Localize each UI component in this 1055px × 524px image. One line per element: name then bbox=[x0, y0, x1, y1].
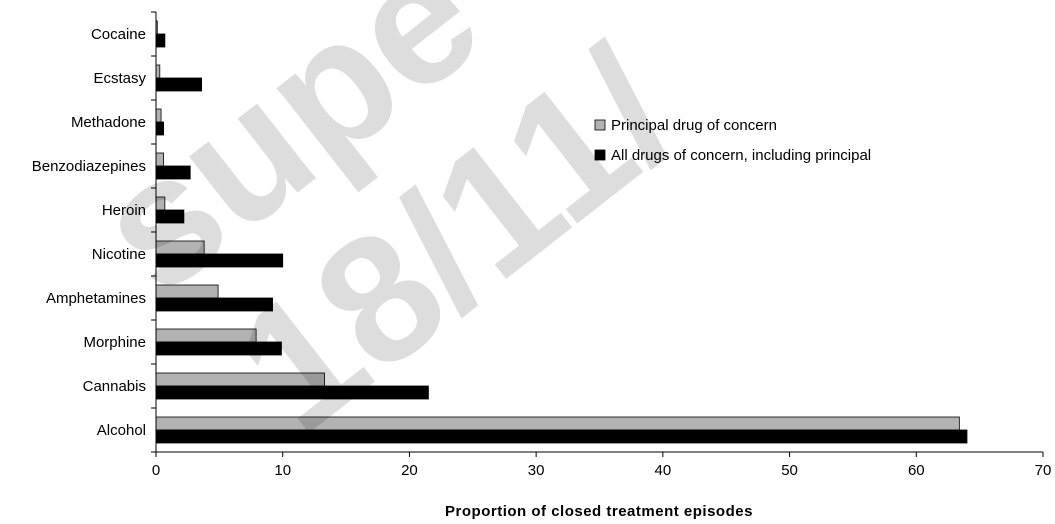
y-tick-label: Morphine bbox=[83, 334, 146, 351]
y-tick-label: Amphetamines bbox=[46, 290, 146, 307]
x-tick-label: 20 bbox=[401, 462, 418, 479]
x-tick-label: 50 bbox=[781, 462, 798, 479]
y-tick-label: Cocaine bbox=[91, 26, 146, 43]
x-tick-label: 10 bbox=[274, 462, 291, 479]
y-tick-label: Heroin bbox=[102, 202, 146, 219]
x-axis-label: Proportion of closed treatment episodes bbox=[445, 503, 753, 520]
x-ticks-layer: 0 10 20 30 40 50 60 70 bbox=[152, 452, 1052, 479]
x-tick-label: 70 bbox=[1035, 462, 1052, 479]
y-tick-label: Ecstasy bbox=[93, 70, 146, 87]
x-tick-label: 40 bbox=[655, 462, 672, 479]
legend-label: Principal drug of concern bbox=[611, 117, 777, 134]
bar-all-drugs bbox=[155, 429, 968, 444]
legend-swatch bbox=[594, 149, 606, 161]
y-tick-label: Cannabis bbox=[83, 378, 146, 395]
y-tick-label: Alcohol bbox=[97, 422, 146, 439]
bar-principal bbox=[155, 416, 960, 431]
x-tick-label: 30 bbox=[528, 462, 545, 479]
y-ticks-layer: Cocaine Ecstasy Methadone Benzodiazepines He… bbox=[32, 11, 156, 453]
legend: Principal drug of concern All drugs of co… bbox=[594, 117, 871, 164]
legend-swatch bbox=[594, 119, 606, 131]
y-tick-label: Methadone bbox=[71, 114, 146, 131]
bar-all-drugs bbox=[155, 33, 166, 48]
x-tick-label: 0 bbox=[152, 462, 160, 479]
bars-layer bbox=[155, 20, 968, 444]
y-tick-label: Nicotine bbox=[92, 246, 146, 263]
x-tick-label: 60 bbox=[908, 462, 925, 479]
y-tick-label: Benzodiazepines bbox=[32, 158, 146, 175]
bar-principal bbox=[155, 64, 161, 79]
legend-label: All drugs of concern, including principa… bbox=[611, 147, 871, 164]
